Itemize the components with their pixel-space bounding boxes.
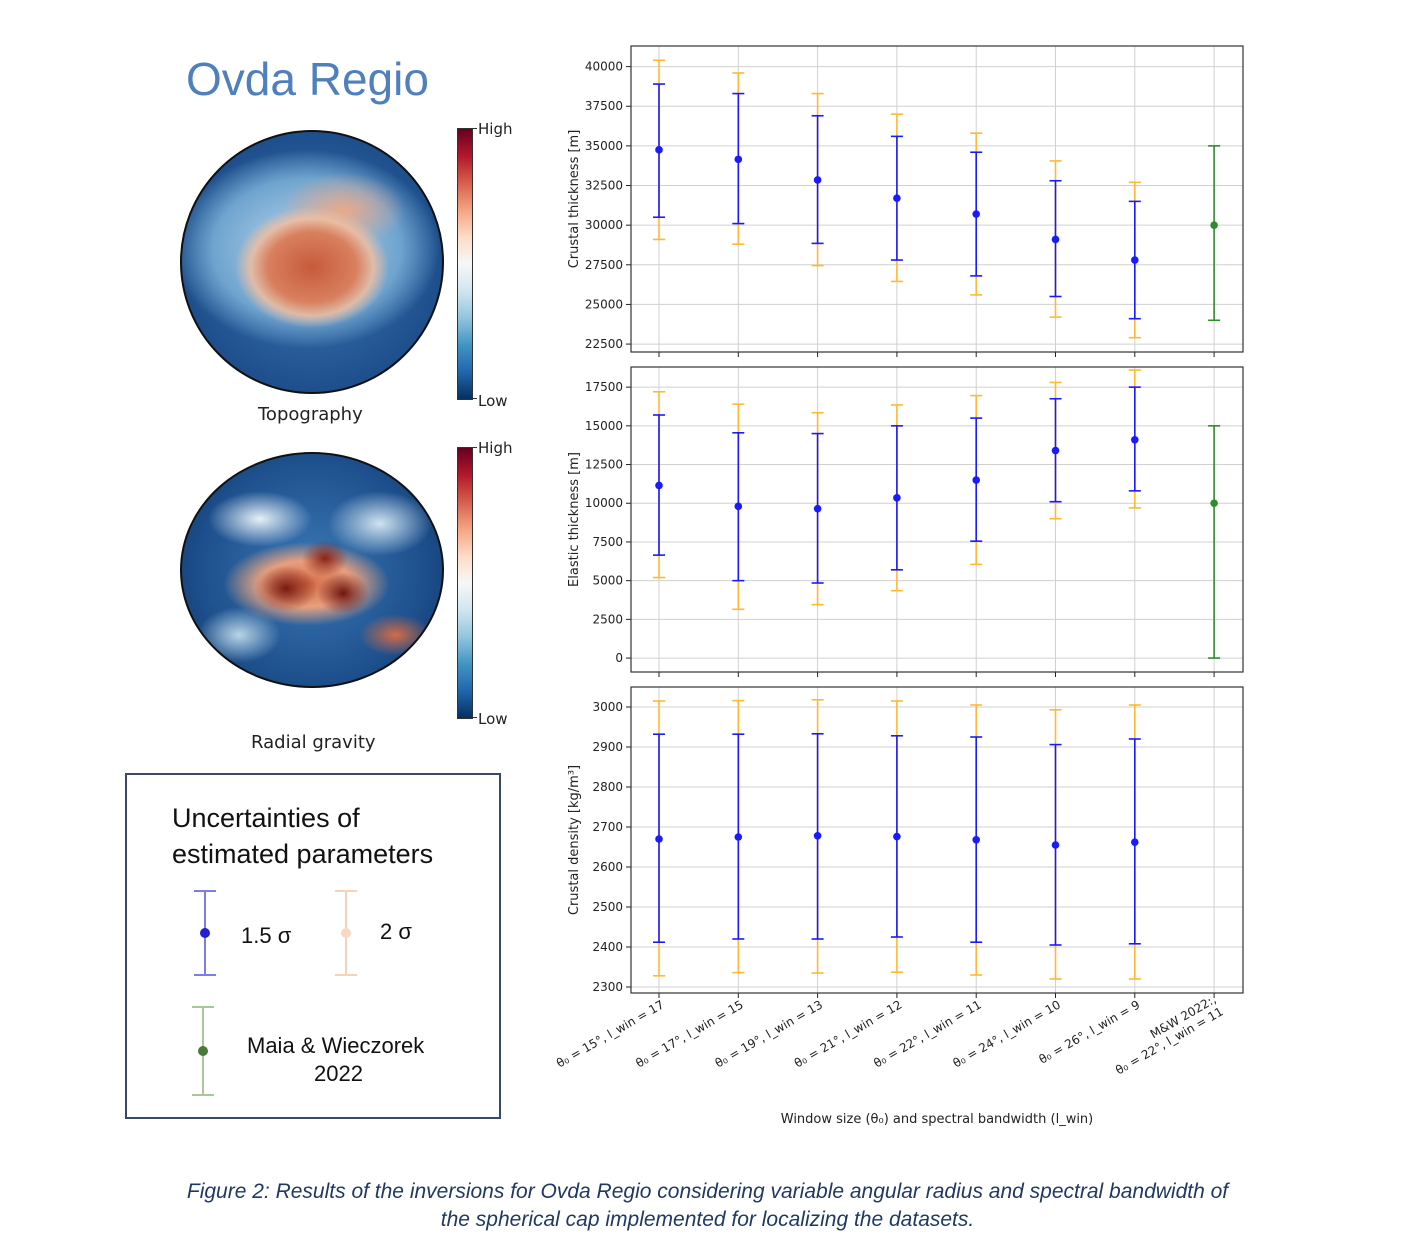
chart-panel-2: 0 2500 5000 7500 10000 12500 15000 17500 Elastic…: [567, 366, 1244, 677]
figure-caption: Figure 2: Results of the inversions for …: [60, 1178, 1355, 1234]
y-tick-label: 15000: [585, 419, 623, 433]
gravity-cbar-high: High: [478, 439, 513, 457]
legend-sigma15-label: 1.5 σ: [241, 923, 292, 948]
chart-panel-3: 2300 2400 2500 2600 2700 2800 2900 3000 Crustal …: [567, 686, 1244, 998]
topography-cbar-high: High: [478, 120, 513, 138]
legend-symbols: [192, 890, 357, 1096]
data-point: [1131, 838, 1139, 846]
y-tick-label: 30000: [585, 218, 623, 232]
y-tick-label: 32500: [585, 179, 623, 193]
data-point: [972, 476, 980, 484]
topography-cbar-low: Low: [478, 392, 508, 410]
colorbar-tick: [472, 447, 477, 448]
chart-panel-1: 22500 25000 27500 30000 32500 35000 37500 40000…: [567, 45, 1244, 357]
legend-sigma2-label: 2 σ: [380, 919, 412, 944]
colorbar-tick: [472, 717, 477, 718]
y-tick-label: 2300: [592, 980, 623, 994]
panel-frame: [630, 45, 1244, 353]
legend-sigma15-marker: [200, 928, 210, 938]
y-tick-label: 37500: [585, 99, 623, 113]
data-point: [972, 210, 980, 218]
data-point: [1210, 221, 1218, 229]
data-point: [1051, 446, 1060, 455]
y-tick-label: 3000: [592, 700, 623, 714]
y-tick-label: 27500: [585, 258, 623, 272]
y-tick-label: 2900: [592, 740, 623, 754]
legend-title-line1: Uncertainties of: [172, 803, 360, 833]
data-point: [1051, 841, 1060, 849]
error-bar-reference: [1208, 145, 1221, 322]
data-point: [1051, 235, 1060, 244]
data-point: [655, 481, 663, 490]
data-point: [893, 494, 901, 502]
y-tick-label: 2800: [592, 780, 623, 794]
y-tick-label: 35000: [585, 139, 623, 153]
data-point: [1131, 256, 1139, 264]
legend-sigma2-marker: [341, 928, 351, 938]
y-tick-label: 17500: [585, 380, 623, 394]
panel-frame: [630, 366, 1244, 673]
legend-reference-marker: [198, 1046, 208, 1056]
data-point: [655, 835, 663, 843]
data-point: [734, 502, 743, 511]
caption-line1: Figure 2: Results of the inversions for …: [186, 1180, 1229, 1203]
topography-map: [180, 130, 444, 394]
error-bar-reference: [1208, 425, 1221, 659]
y-axis-label: Crustal thickness [m]: [567, 130, 582, 269]
x-axis-label: Window size (θ₀) and spectral bandwidth …: [781, 1112, 1094, 1127]
y-axis-label: Crustal density [kg/m³]: [567, 765, 582, 915]
data-point: [1210, 499, 1218, 508]
y-tick-label: 2400: [592, 940, 623, 954]
data-point: [813, 176, 822, 184]
y-tick-label: 2600: [592, 860, 623, 874]
radial-gravity-label: Radial gravity: [251, 732, 376, 753]
topography-label: Topography: [258, 404, 363, 425]
y-tick-label: 5000: [592, 574, 623, 588]
data-point: [813, 504, 822, 513]
y-tick-label: 10000: [585, 496, 623, 510]
y-tick-label: 22500: [585, 337, 623, 351]
inversion-results-chart: 2250025000275003000032500350003750040000…: [554, 45, 1244, 1127]
y-tick-label: 40000: [585, 60, 623, 74]
legend-title-line2: estimated parameters: [172, 839, 434, 869]
colorbar-tick: [472, 398, 477, 399]
data-point: [655, 146, 663, 154]
y-tick-label: 25000: [585, 297, 623, 311]
data-point: [893, 832, 901, 841]
caption-line2: the spherical cap implemented for locali…: [440, 1208, 975, 1231]
figure-title: Ovda Regio: [186, 53, 429, 105]
data-point: [813, 832, 822, 840]
data-point: [972, 836, 980, 844]
y-tick-label: 12500: [585, 458, 623, 472]
data-point: [893, 194, 901, 203]
y-tick-label: 2700: [592, 820, 623, 834]
y-axis-label: Elastic thickness [m]: [567, 452, 582, 587]
legend-reference-label-line2: 2022: [314, 1061, 363, 1086]
gravity-colorbar: [457, 447, 473, 719]
topography-colorbar: [457, 128, 473, 400]
y-tick-label: 2500: [592, 900, 623, 914]
panel-frame: [630, 686, 1244, 994]
uncertainty-legend: Uncertainties of estimated parameters 1.…: [125, 773, 501, 1119]
radial-gravity-map: [180, 452, 444, 688]
y-tick-label: 7500: [592, 535, 623, 549]
y-tick-label: 0: [615, 651, 623, 665]
y-tick-label: 2500: [592, 612, 623, 626]
data-point: [1131, 435, 1139, 444]
gravity-cbar-low: Low: [478, 710, 508, 728]
legend-reference-label-line1: Maia & Wieczorek: [247, 1033, 425, 1058]
colorbar-tick: [472, 128, 477, 129]
data-point: [734, 155, 743, 164]
data-point: [734, 833, 743, 841]
